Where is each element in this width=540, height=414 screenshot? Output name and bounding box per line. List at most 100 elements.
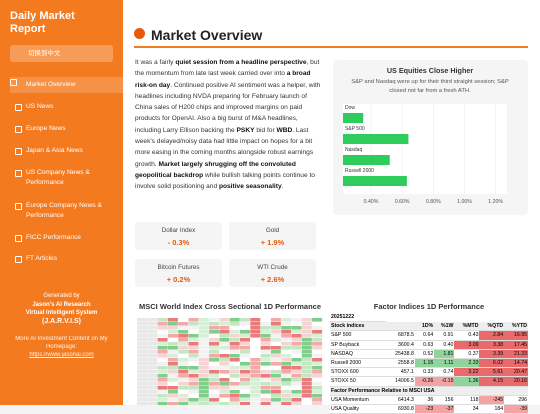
heatmap-cell [188,374,199,378]
table-cell: 0.43 [454,330,480,341]
nav-item[interactable]: Europe News [15,124,126,134]
heatmap-cell [291,354,302,358]
summary-text: bid for [254,126,277,134]
heatmap-cell [198,394,209,398]
sidebar-title: Daily Market Report [10,10,75,35]
heatmap-cell [198,346,209,350]
generated-line: (J.A.R.V.I.S) [41,318,82,326]
heatmap-cell [301,374,312,378]
heatmap-cell [137,374,147,378]
heatmap-cell [219,366,230,370]
heatmap-cell [301,370,312,374]
table-header: Stock indices 1D% %1W %MTD %QTD %YTD [330,321,528,332]
language-button[interactable]: 切换到中文 [10,45,113,62]
heatmap-cell [312,350,323,354]
metric-card: Gold + 1.9% [229,222,316,250]
heatmap-cell [250,330,261,334]
heatmap-cell [219,394,230,398]
heatmap-cell [167,322,178,326]
bar [343,113,364,123]
heatmap-cell [137,358,147,362]
heatmap-cell [250,350,261,354]
heatmap-cell [178,350,189,354]
table-cell: 21.33 [504,349,528,359]
heatmap-cell [229,366,240,370]
heatmap-cell [147,386,158,390]
heatmap-cell [240,350,250,354]
heatmap-cell [137,330,147,334]
heatmap-cell [209,382,220,386]
heatmap-cell [167,390,178,394]
heatmap-cell [167,370,178,374]
heatmap-cell [281,354,292,358]
heatmap-cell [281,390,292,394]
table-cell: 4.15 [479,376,505,387]
heatmap-cell [167,346,178,350]
heatmap-cell [250,358,261,362]
header-cell: %1W [434,321,455,332]
heatmap-cell [178,402,189,405]
nav-item[interactable]: US News [15,102,126,112]
table-row: STOXX 600 457.1 0.33 0.74 3.22 5.61 20.47 [330,367,528,378]
heatmap-cell [167,394,178,398]
heatmap-cell [229,334,240,338]
heatmap-cell [270,390,281,394]
heatmap-cell [301,362,312,366]
nav-item[interactable]: US Company News & Performance [15,168,126,187]
heatmap-cell [188,358,199,362]
heatmap-cell [250,390,261,394]
table-cell: 36 [414,395,435,405]
nav-item[interactable]: Japan & Asia News [15,146,126,156]
heatmap-cell [312,338,323,342]
generated-line: Jason's AI Research [32,301,91,308]
heatmap-cell [301,350,312,354]
heatmap-cell [167,318,178,322]
nav-item[interactable]: FT Articles [15,254,126,264]
nav-item[interactable]: Market Overview [10,77,129,93]
heatmap-cell [157,318,168,322]
heatmap-cell [178,322,189,326]
heatmap-cell [167,350,178,354]
heatmap-cell [260,398,271,402]
heatmap-cell [198,358,209,362]
heatmap-cell [147,378,158,382]
heatmap-cell [219,358,230,362]
heatmap-cell [219,322,230,326]
heatmap-cell [147,382,158,386]
heatmap-cell [312,358,323,362]
heatmap-cell [198,318,209,322]
heatmap-cell [281,398,292,402]
heatmap-cell [229,374,240,378]
nav-item[interactable]: Europe Company News & Performance [15,201,126,220]
heatmap-cell [240,366,250,370]
heatmap-cell [209,386,220,390]
more-info[interactable]: https://www.jasonai.com [29,352,94,358]
heatmap-cell [312,346,323,350]
heatmap-cell [281,386,292,390]
heatmap-cell [312,318,323,322]
x-tick-label: 0.80% [426,199,441,205]
heatmap-cell [250,346,261,350]
heatmap-cell [312,326,323,330]
heatmap-cell [188,394,199,398]
heatmap-cell [301,398,312,402]
heatmap-cell [281,366,292,370]
heatmap-cell [188,402,199,405]
heatmap-cell [188,346,199,350]
heatmap-cell [270,394,281,398]
heatmap-cell [260,330,271,334]
heatmap-cell [312,402,323,405]
table-cell: 0.63 [414,340,435,350]
heatmap-cell [167,378,178,382]
nav-item[interactable]: FICC Performance [15,233,126,243]
heatmap-cell [157,374,168,378]
summary-text: Market largely shrugging off the convolu… [135,160,296,179]
heatmap-cell [260,362,271,366]
heatmap-cell [250,354,261,358]
heatmap-cell [178,390,189,394]
heatmap-cell [240,358,250,362]
heatmap-cell [260,350,271,354]
heatmap-cell [178,330,189,334]
heatmap-cell [137,366,147,370]
